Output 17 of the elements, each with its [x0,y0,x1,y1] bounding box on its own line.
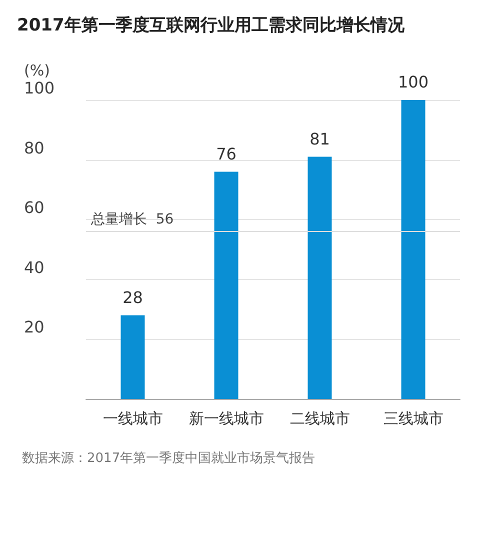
x-tick-label: 新一线城市 [188,410,264,428]
x-tick-label: 一线城市 [102,410,163,428]
data-label: 81 [310,129,330,148]
x-tick-label: 三线城市 [383,410,444,428]
y-tick-label: 20 [24,318,44,337]
y-axis-title: (%) [24,62,50,80]
y-tick-label: 60 [24,198,44,218]
y-tick-label: 80 [24,138,44,158]
ref-line-label: 总量增长 56 [90,212,174,228]
y-tick-label: 40 [24,258,44,277]
data-label: 76 [216,144,236,164]
source-note: 数据来源：2017年第一季度中国就业市场景气报告 [22,450,316,466]
x-tick-label: 二线城市 [290,410,350,428]
data-label: 28 [122,288,143,307]
chart-title: 2017年第一季度互联网行业用工需求同比增长情况 [17,16,406,36]
data-label: 100 [398,72,429,92]
y-tick-label: 100 [24,78,55,98]
